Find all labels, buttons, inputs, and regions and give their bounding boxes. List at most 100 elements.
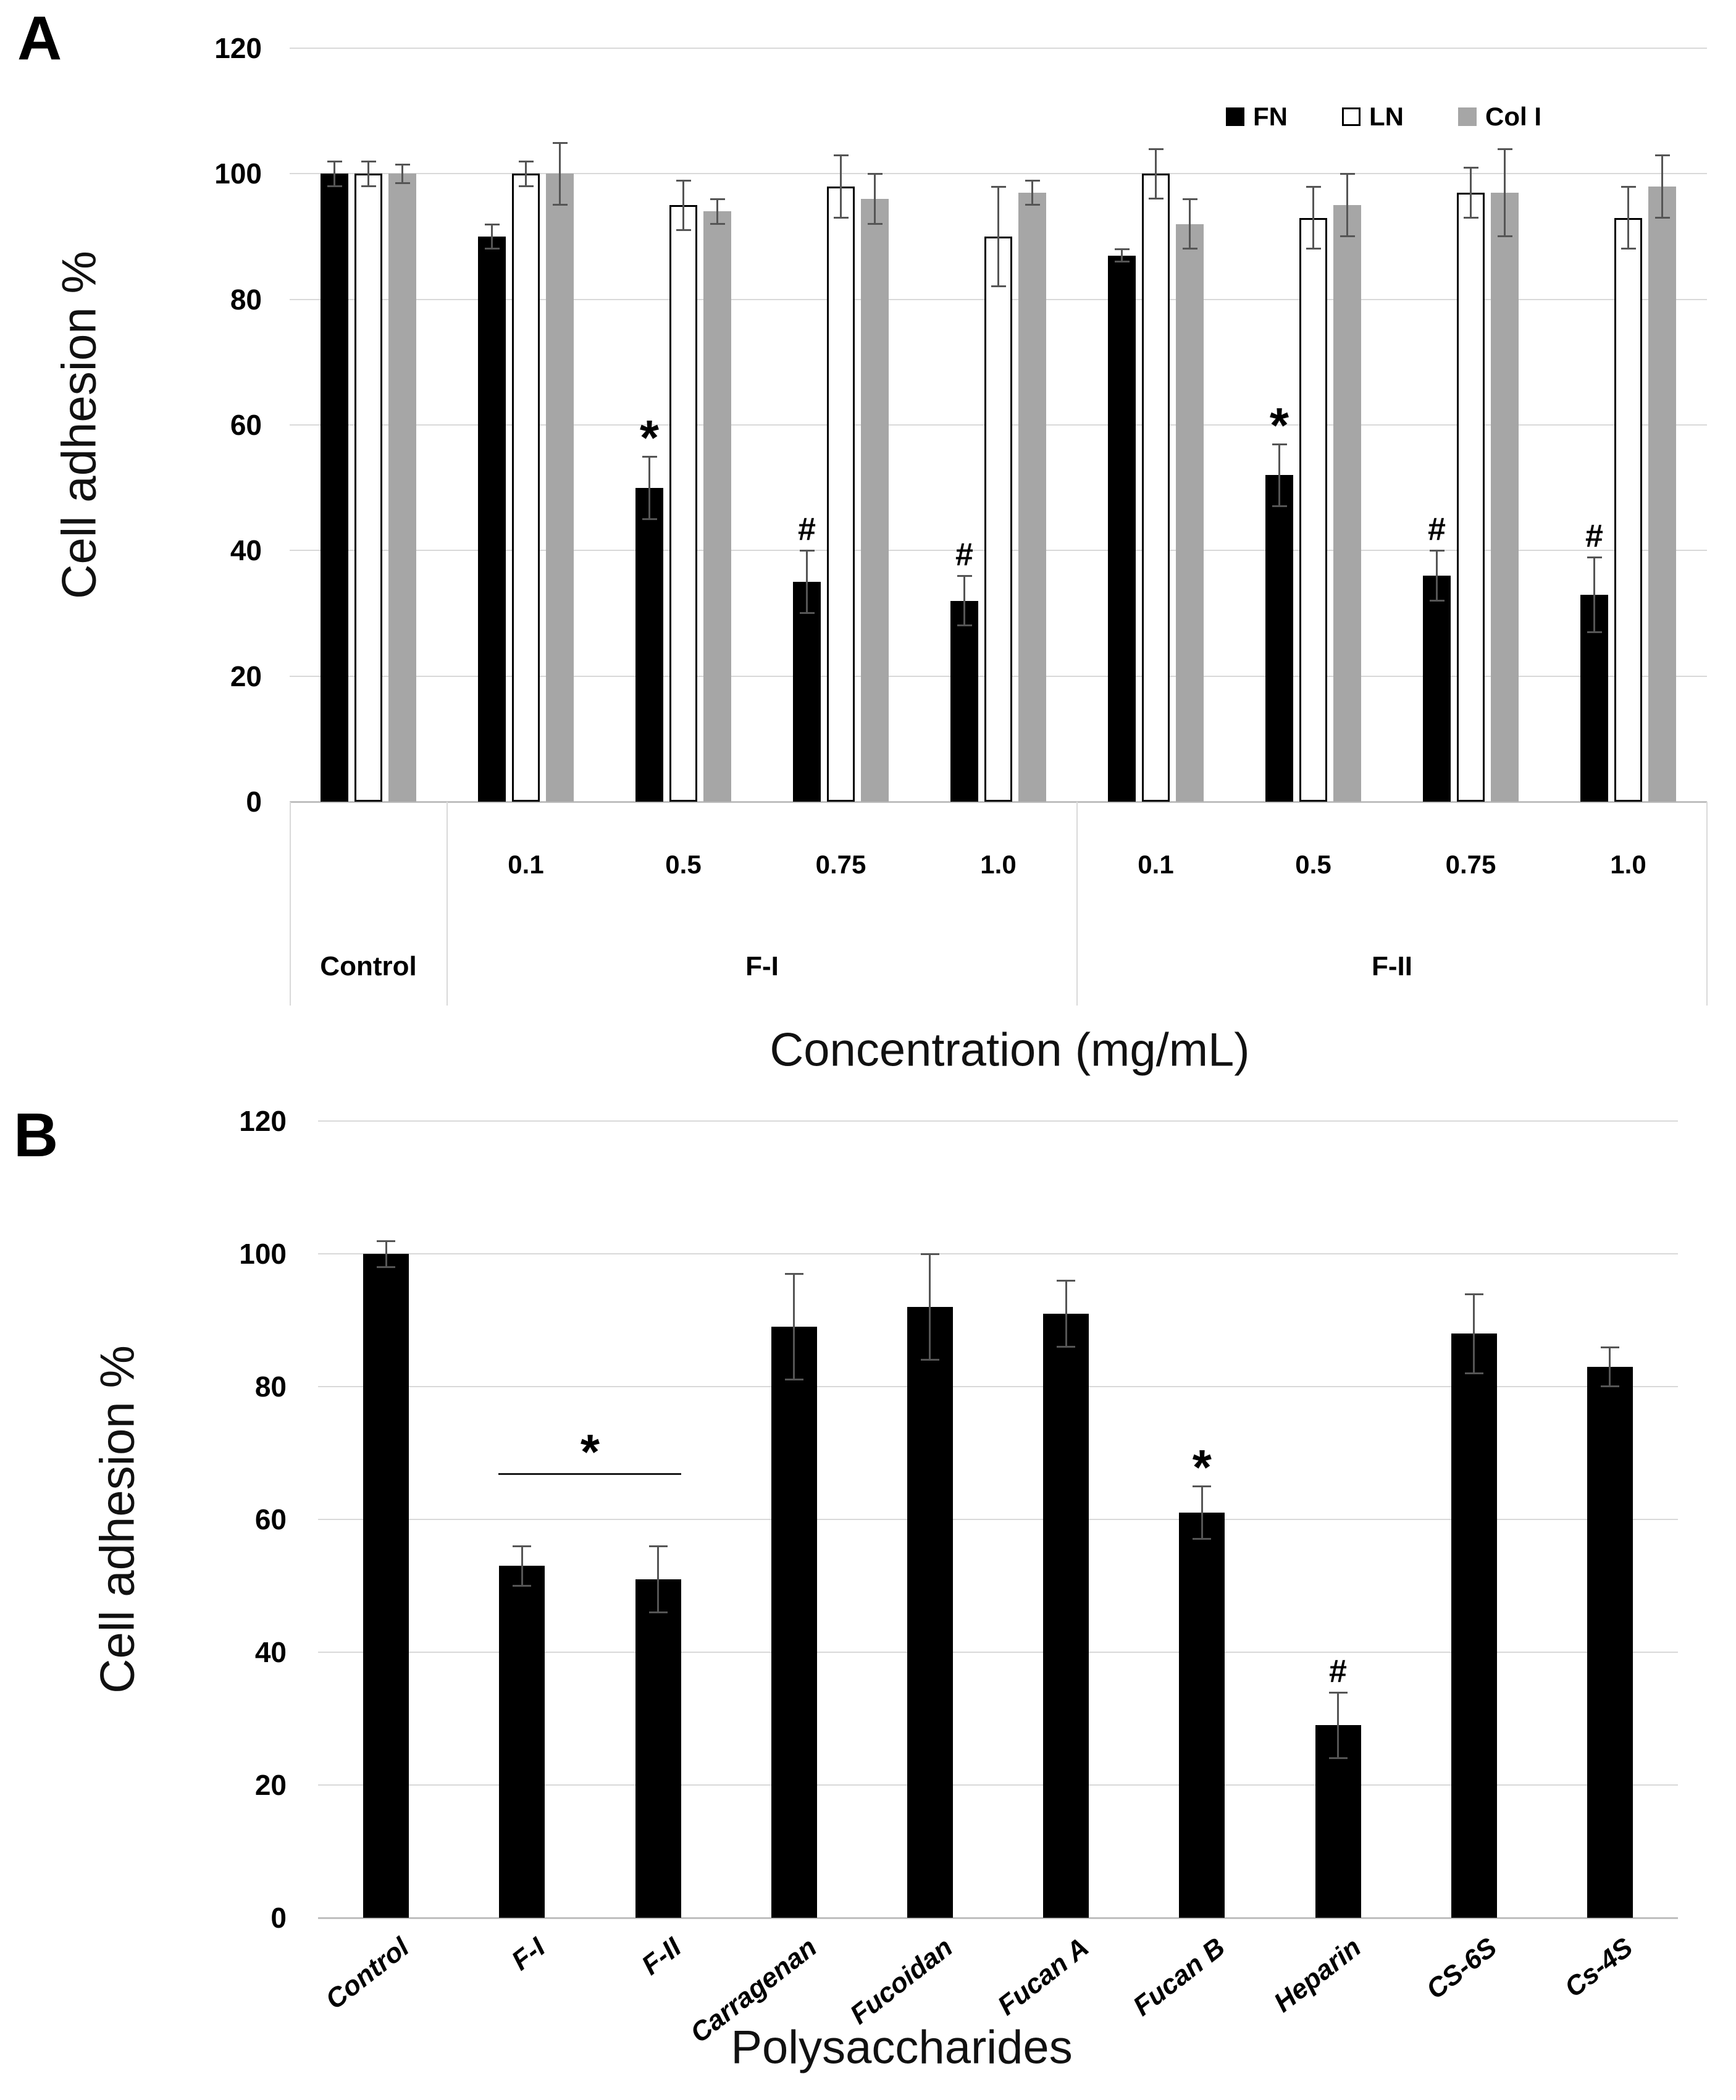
y-gridline bbox=[318, 1120, 1678, 1122]
error-bar bbox=[1346, 174, 1348, 237]
bar-ln bbox=[354, 174, 382, 802]
y-tick-label: 100 bbox=[239, 1238, 287, 1270]
panel-a-y-axis-title: Cell adhesion % bbox=[51, 251, 106, 599]
concentration-label: 0.5 bbox=[665, 850, 702, 879]
legend-swatch-icon bbox=[1226, 107, 1244, 126]
error-bar-cap-top bbox=[377, 1240, 396, 1242]
error-bar-cap-bottom bbox=[676, 229, 691, 231]
error-bar bbox=[521, 1546, 523, 1586]
error-bar-cap-bottom bbox=[642, 518, 657, 520]
concentration-label: 1.0 bbox=[1610, 850, 1646, 879]
bar-polysaccharide-extract bbox=[363, 1254, 409, 1918]
error-bar-cap-bottom bbox=[484, 248, 500, 250]
error-bar-cap-bottom bbox=[1193, 1538, 1212, 1540]
bar-polysaccharide-extract bbox=[499, 1566, 545, 1918]
error-bar-cap-bottom bbox=[1340, 235, 1355, 237]
error-bar-cap-top bbox=[991, 185, 1006, 188]
error-bar-cap-bottom bbox=[833, 216, 849, 219]
error-bar-cap-bottom bbox=[1057, 1345, 1076, 1348]
significance-marker: # bbox=[1428, 511, 1446, 548]
error-bar-cap-bottom bbox=[513, 1584, 532, 1587]
error-bar-cap-bottom bbox=[327, 185, 342, 187]
error-bar-cap-top bbox=[648, 1545, 668, 1547]
panel-a-x-axis-title: Concentration (mg/mL) bbox=[769, 1023, 1250, 1077]
error-bar bbox=[1593, 556, 1595, 632]
error-bar-cap-bottom bbox=[648, 1611, 668, 1613]
error-bar-cap-bottom bbox=[1306, 248, 1321, 250]
error-bar-cap-top bbox=[1272, 443, 1287, 445]
error-bar bbox=[1436, 550, 1438, 601]
error-bar-cap-top bbox=[1429, 550, 1445, 552]
concentration-label: 0.5 bbox=[1295, 850, 1331, 879]
error-bar bbox=[840, 154, 842, 218]
error-bar bbox=[1473, 1293, 1475, 1374]
y-tick-label: 40 bbox=[230, 534, 262, 567]
bar-polysaccharide-extract bbox=[1451, 1334, 1497, 1918]
error-bar-cap-bottom bbox=[1328, 1757, 1348, 1759]
significance-marker: * bbox=[1192, 1440, 1212, 1495]
panel-b-letter: B bbox=[14, 1101, 59, 1170]
y-tick-label: 120 bbox=[214, 32, 262, 64]
category-separator bbox=[1076, 802, 1078, 1006]
legend-item-fn: FN bbox=[1226, 104, 1288, 130]
error-bar bbox=[1609, 1346, 1611, 1387]
bar-polysaccharide-extract bbox=[907, 1307, 953, 1918]
error-bar-cap-bottom bbox=[1587, 631, 1602, 633]
error-bar-cap-bottom bbox=[1025, 204, 1040, 206]
error-bar-cap-top bbox=[833, 154, 849, 156]
bar-fn bbox=[321, 174, 348, 802]
error-bar-cap-bottom bbox=[867, 222, 883, 225]
bar-col-i bbox=[1648, 186, 1676, 802]
error-bar-cap-top bbox=[1114, 248, 1130, 251]
error-bar-cap-top bbox=[1654, 154, 1670, 156]
bar-col-i bbox=[1491, 192, 1519, 802]
error-bar-cap-top bbox=[518, 161, 534, 162]
significance-marker: # bbox=[1329, 1653, 1347, 1689]
error-bar-cap-bottom bbox=[1621, 248, 1636, 250]
error-bar bbox=[997, 186, 999, 287]
group-label: F-I bbox=[745, 951, 779, 981]
significance-marker: * bbox=[1269, 397, 1289, 453]
category-label: Cs-4S bbox=[1559, 1932, 1639, 2004]
error-bar bbox=[559, 142, 561, 206]
error-bar-cap-bottom bbox=[518, 185, 534, 187]
y-tick-label: 20 bbox=[254, 1769, 287, 1801]
category-label: Fucan B bbox=[1127, 1932, 1231, 2022]
error-bar-cap-bottom bbox=[1272, 505, 1287, 508]
legend-item-ln: LN bbox=[1342, 104, 1404, 130]
bar-polysaccharide-extract bbox=[1043, 1313, 1089, 1918]
legend-label: FN bbox=[1253, 102, 1288, 131]
bar-fn bbox=[950, 600, 978, 802]
significance-marker: # bbox=[1585, 518, 1603, 554]
bar-polysaccharide-extract bbox=[771, 1327, 817, 1918]
y-tick-label: 0 bbox=[270, 1902, 287, 1934]
bar-ln bbox=[1614, 217, 1642, 802]
bar-col-i bbox=[546, 174, 574, 802]
error-bar bbox=[1121, 249, 1123, 262]
category-label: Fucoidan bbox=[844, 1932, 959, 2031]
error-bar-cap-bottom bbox=[1148, 198, 1164, 200]
error-bar bbox=[1065, 1280, 1067, 1347]
error-bar bbox=[401, 164, 403, 183]
error-bar-cap-top bbox=[642, 455, 657, 458]
error-bar-cap-top bbox=[1148, 148, 1164, 150]
error-bar-cap-top bbox=[920, 1253, 939, 1255]
bar-ln bbox=[1142, 174, 1170, 802]
error-bar-cap-bottom bbox=[1463, 216, 1478, 219]
bar-fn bbox=[793, 582, 821, 802]
error-bar-cap-bottom bbox=[920, 1359, 939, 1361]
bar-col-i bbox=[703, 211, 731, 802]
error-bar-cap-top bbox=[1497, 148, 1512, 150]
error-bar bbox=[1201, 1486, 1203, 1540]
error-bar bbox=[806, 550, 808, 613]
error-bar bbox=[1337, 1692, 1339, 1758]
error-bar-cap-bottom bbox=[710, 222, 725, 225]
error-bar bbox=[716, 199, 718, 224]
significance-bracket-line bbox=[498, 1472, 682, 1475]
error-bar-cap-bottom bbox=[1114, 260, 1130, 262]
y-gridline bbox=[318, 1519, 1678, 1520]
bar-ln bbox=[669, 205, 697, 802]
error-bar-cap-top bbox=[1621, 185, 1636, 188]
error-bar-cap-top bbox=[327, 161, 342, 162]
y-tick-label: 100 bbox=[214, 158, 262, 190]
